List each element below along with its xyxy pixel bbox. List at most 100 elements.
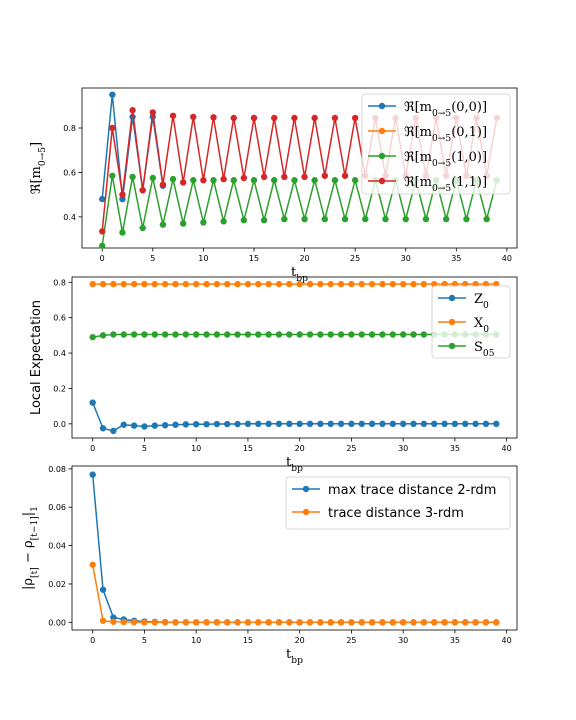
data-point: [129, 173, 136, 181]
series-line-2: [91, 564, 497, 624]
data-point: [358, 619, 365, 626]
data-point: [389, 280, 397, 288]
data-point: [244, 331, 252, 338]
data-point: [130, 331, 138, 338]
data-point: [89, 471, 96, 478]
legend-entry: Z0: [474, 292, 489, 311]
data-point: [410, 420, 417, 428]
data-point: [331, 177, 339, 184]
data-point: [281, 173, 288, 181]
data-point: [172, 331, 179, 338]
x-tick-label: 20: [295, 444, 305, 453]
data-point: [244, 619, 252, 626]
x-tick-label: 5: [142, 636, 147, 645]
data-point: [275, 420, 283, 428]
x-tick-label: 25: [346, 636, 356, 645]
x-tick-label: 10: [198, 254, 208, 263]
data-point: [379, 420, 386, 428]
data-point: [337, 619, 345, 626]
x-tick-label: 30: [398, 636, 408, 645]
data-point: [119, 191, 126, 198]
legend: ℜ[m0→5(0,0)] ℜ[m0→5(0,1)] ℜ[m0→5(1,0)] ℜ[m0…: [361, 93, 511, 195]
data-point: [265, 331, 272, 338]
data-point: [110, 331, 117, 338]
data-point: [139, 224, 146, 232]
data-point: [240, 217, 248, 224]
data-point: [192, 421, 200, 428]
data-point: [431, 420, 438, 428]
data-point: [321, 172, 328, 179]
data-point: [327, 420, 334, 428]
data-point: [161, 280, 169, 288]
data-point: [317, 331, 324, 338]
data-point: [244, 280, 252, 288]
y-tick-label: 0.04: [48, 542, 66, 551]
data-point: [192, 331, 200, 338]
y-tick-label: 0.4: [53, 349, 66, 358]
data-point: [265, 420, 272, 428]
data-point: [462, 619, 469, 626]
data-point: [120, 618, 127, 626]
data-point: [301, 173, 308, 181]
data-point: [286, 619, 293, 626]
legend-swatch-marker: [448, 294, 456, 302]
data-point: [99, 425, 107, 432]
data-point: [281, 215, 288, 223]
data-point: [119, 229, 126, 236]
data-point: [368, 280, 376, 288]
legend-box: [361, 93, 511, 195]
data-point: [327, 619, 334, 626]
data-point: [224, 619, 231, 626]
data-point: [234, 280, 241, 288]
y-tick-label: 0.08: [48, 465, 66, 474]
data-point: [151, 280, 158, 288]
data-point: [161, 422, 169, 429]
data-point: [250, 114, 258, 122]
data-point: [255, 619, 262, 626]
x-tick-label: 15: [243, 444, 253, 453]
data-point: [451, 420, 459, 428]
legend-entry: ℜ[m0→5(1,0)]: [404, 150, 487, 169]
data-point: [192, 280, 200, 288]
chart-panel-2: 0 5 10 15 20 25 30 35 40 0.0 0.2 0.4 0.6 0.8 tbp Local …: [29, 276, 518, 474]
data-point: [286, 331, 293, 338]
data-point: [120, 331, 127, 338]
data-point: [149, 109, 157, 116]
data-point: [286, 280, 293, 288]
data-point: [337, 420, 345, 428]
data-point: [159, 181, 167, 188]
data-point: [362, 215, 369, 223]
data-point: [190, 113, 197, 121]
data-point: [130, 280, 138, 288]
x-tick-label: 35: [451, 254, 461, 263]
data-point: [422, 215, 430, 223]
data-point: [89, 561, 96, 568]
y-tick-label: 0.8: [63, 124, 76, 133]
data-point: [306, 420, 314, 428]
data-point: [351, 114, 359, 122]
x-tick-label: 0: [90, 444, 95, 453]
data-point: [420, 331, 428, 338]
data-point: [327, 331, 334, 338]
y-tick-label: 0.02: [48, 580, 66, 589]
y-tick-label: 0.6: [63, 168, 76, 177]
data-point: [141, 280, 148, 288]
legend-entry: ℜ[m0→5(1,1)]: [404, 175, 487, 194]
data-point: [234, 331, 241, 338]
data-point: [382, 215, 389, 223]
y-axis-label: Local Expectation: [29, 300, 44, 415]
data-point: [99, 242, 106, 249]
data-point: [271, 177, 278, 184]
data-point: [296, 619, 303, 626]
data-point: [149, 174, 157, 182]
data-point: [348, 280, 355, 288]
data-point: [255, 420, 262, 428]
data-point: [271, 114, 278, 122]
data-point: [493, 619, 500, 626]
data-point: [210, 114, 217, 121]
chart-panel-3: 0 5 10 15 20 25 30 35 40 0.00 0.02 0.04 0.06 0.08 tbp |…: [21, 465, 518, 666]
x-tick-label: 15: [249, 254, 259, 263]
x-tick-label: 5: [150, 254, 155, 263]
x-axis-label: tbp: [291, 265, 308, 284]
